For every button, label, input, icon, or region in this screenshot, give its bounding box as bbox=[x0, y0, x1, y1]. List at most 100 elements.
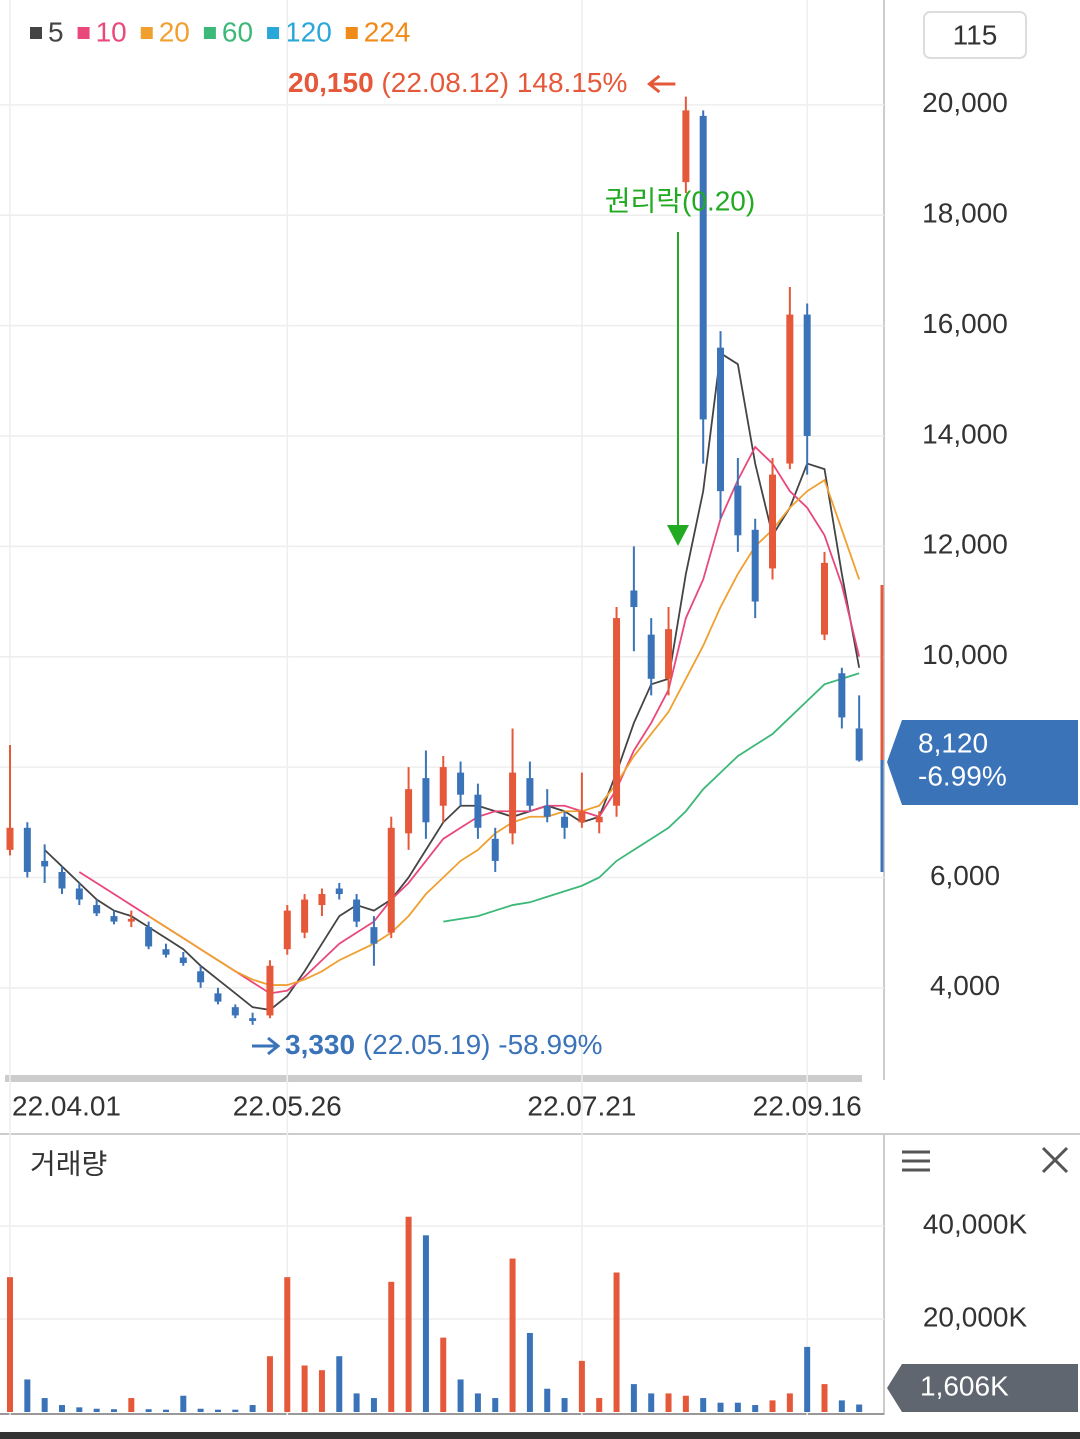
candle-body bbox=[335, 888, 343, 895]
volume-bar bbox=[284, 1277, 291, 1412]
legend-label: 20 bbox=[159, 16, 190, 47]
volume-bar bbox=[58, 1405, 65, 1412]
volume-bar bbox=[786, 1393, 793, 1412]
low-value: 3,330 bbox=[285, 1029, 355, 1060]
candle-body bbox=[58, 871, 66, 889]
volume-bar bbox=[734, 1402, 741, 1412]
volume-bar bbox=[422, 1235, 429, 1412]
volume-bar bbox=[474, 1393, 481, 1412]
volume-bar bbox=[717, 1402, 724, 1412]
volume-bar bbox=[648, 1393, 655, 1412]
volume-bar bbox=[41, 1398, 48, 1412]
candle-body bbox=[405, 789, 413, 834]
candle-body bbox=[699, 115, 707, 420]
volume-bar bbox=[630, 1384, 637, 1412]
ma-line bbox=[443, 672, 860, 923]
spacer bbox=[374, 67, 382, 98]
candle-body bbox=[821, 562, 829, 635]
high-annotation: 20,150 (22.08.12) 148.15% bbox=[288, 67, 627, 98]
x-tick-label: 22.09.16 bbox=[753, 1090, 862, 1121]
last-change: -6.99% bbox=[918, 760, 1007, 791]
volume-bar bbox=[162, 1409, 169, 1412]
high-change: 148.15% bbox=[517, 67, 628, 98]
spacer bbox=[355, 1029, 363, 1060]
candle-body bbox=[422, 778, 430, 823]
volume-bar bbox=[838, 1400, 845, 1412]
volume-bar bbox=[544, 1388, 551, 1412]
volume-bar bbox=[665, 1393, 672, 1412]
period-count[interactable]: 115 bbox=[953, 19, 998, 50]
close-icon[interactable] bbox=[1041, 1146, 1069, 1174]
y-tick-label: 20,000 bbox=[922, 87, 1008, 118]
volume-bar bbox=[318, 1370, 325, 1412]
legend-swatch bbox=[345, 27, 358, 39]
volume-bar bbox=[700, 1398, 707, 1412]
period-box[interactable] bbox=[923, 11, 1027, 59]
candle-body bbox=[249, 1018, 257, 1021]
volume-bar bbox=[232, 1409, 239, 1412]
candle-body bbox=[491, 838, 499, 861]
volume-bar bbox=[266, 1356, 273, 1412]
candle-body bbox=[75, 888, 83, 900]
y-tick-label: 16,000 bbox=[922, 308, 1008, 339]
y-tick-label: 18,000 bbox=[922, 198, 1008, 229]
candle-body bbox=[231, 1007, 239, 1016]
candle-body bbox=[353, 899, 361, 922]
volume-bar bbox=[388, 1281, 395, 1412]
candle-body bbox=[162, 949, 170, 955]
price-tag bbox=[887, 720, 1078, 805]
volume-bar bbox=[596, 1398, 603, 1412]
candle-body bbox=[613, 618, 621, 806]
volume-tag bbox=[887, 1364, 1078, 1412]
scrollbar[interactable] bbox=[5, 1075, 862, 1082]
volume-bar bbox=[214, 1409, 221, 1412]
volume-bar bbox=[301, 1365, 308, 1412]
candle-body bbox=[179, 957, 187, 964]
candle-body bbox=[769, 474, 777, 569]
menu-icon[interactable] bbox=[902, 1150, 930, 1172]
candle-body bbox=[197, 971, 205, 983]
candle-body bbox=[474, 794, 482, 828]
candle-body bbox=[110, 916, 118, 922]
low-change: -58.99% bbox=[498, 1029, 602, 1060]
y-tick-label: 14,000 bbox=[922, 418, 1008, 449]
candle-body bbox=[301, 899, 309, 933]
spacer bbox=[491, 1029, 499, 1060]
legend-swatch bbox=[77, 27, 90, 39]
volume-bar bbox=[336, 1356, 343, 1412]
volume-bar bbox=[353, 1393, 360, 1412]
y-tick-label: 6,000 bbox=[930, 860, 1000, 891]
legend-label: 10 bbox=[96, 16, 127, 47]
candle-body bbox=[734, 485, 742, 536]
volume-bar bbox=[509, 1258, 516, 1412]
volume-tick-label: 40,000K bbox=[923, 1208, 1028, 1239]
y-tick-label: 10,000 bbox=[922, 639, 1008, 670]
legend-swatch bbox=[30, 27, 42, 39]
candle-body bbox=[717, 347, 725, 492]
x-tick-label: 22.05.26 bbox=[233, 1090, 342, 1121]
low-date: (22.05.19) bbox=[363, 1029, 491, 1060]
bottom-bar bbox=[0, 1432, 1080, 1439]
candle-body bbox=[127, 918, 135, 922]
candle-body bbox=[370, 927, 378, 944]
candle-body bbox=[630, 590, 638, 608]
volume-bar bbox=[370, 1398, 377, 1412]
volume-bar bbox=[561, 1398, 568, 1412]
volume-bar bbox=[93, 1408, 100, 1412]
candle-body bbox=[93, 905, 101, 914]
event-label: 권리락(0.20) bbox=[605, 185, 755, 216]
candle-body bbox=[318, 894, 326, 906]
volume-tick-label: 20,000K bbox=[923, 1301, 1028, 1332]
candle-body bbox=[23, 827, 31, 872]
legend: 5 10 20 60 120 224 bbox=[30, 16, 410, 47]
volume-bar bbox=[7, 1277, 13, 1412]
candle-body bbox=[803, 314, 811, 436]
event-arrow-head bbox=[667, 525, 689, 546]
last-price: 8,120 bbox=[918, 727, 988, 758]
y-tick-label: 4,000 bbox=[930, 970, 1000, 1001]
volume-bar bbox=[457, 1379, 464, 1412]
candle-body bbox=[283, 910, 291, 950]
candle-body bbox=[751, 529, 759, 602]
volume-bar bbox=[856, 1404, 863, 1412]
